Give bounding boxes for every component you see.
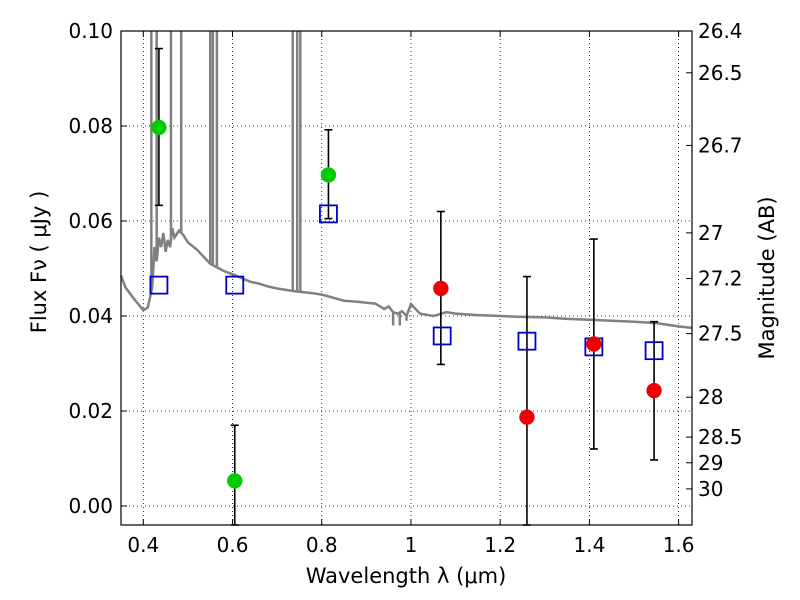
y-tick-label-5: 0.10	[68, 19, 113, 43]
y-tick-label-2: 0.04	[68, 304, 113, 328]
mag-tick-label-7: 28.5	[698, 425, 743, 449]
observed-detections-point-0	[151, 119, 167, 136]
model-photometry-point-4	[517, 331, 537, 351]
y-axis-title: Flux Fν ( μJy )	[27, 191, 51, 334]
mag-tick-label-3: 27	[698, 221, 723, 245]
mag-tick-label-6: 28	[698, 385, 723, 409]
model-photometry-point-0	[149, 275, 169, 295]
axis-ticks: 0.4 0.6 0.8 1 1.2 1.4 1.6 0.00 0.02 0.04 0.06 0.08 0…	[68, 19, 742, 557]
y-tick-label-4: 0.08	[68, 114, 113, 138]
x-tick-label-2: 0.8	[306, 533, 338, 557]
observed-nondetections-point-3	[646, 382, 662, 399]
mag-tick-label-1: 26.5	[698, 61, 743, 85]
y-tick-label-1: 0.02	[68, 399, 113, 423]
mag-tick-label-9: 30	[698, 477, 723, 501]
mag-tick-label-0: 26.4	[698, 19, 743, 43]
model-photometry-point-1	[225, 275, 245, 295]
x-axis-title: Wavelength λ (μm)	[306, 564, 507, 588]
x-tick-label-6: 1.6	[663, 533, 695, 557]
markers-layer	[149, 119, 664, 489]
x-tick-label-1: 0.6	[217, 533, 249, 557]
mag-tick-label-2: 26.7	[698, 133, 743, 157]
model-photometry-point-6	[644, 341, 664, 361]
x-tick-label-5: 1.4	[573, 533, 605, 557]
y-tick-label-0: 0.00	[68, 494, 113, 518]
mag-tick-label-4: 27.2	[698, 266, 743, 290]
x-tick-label-4: 1.2	[484, 533, 516, 557]
mag-tick-label-8: 29	[698, 451, 723, 475]
observed-detections-point-2	[320, 167, 337, 183]
x-tick-label-3: 1	[405, 533, 418, 557]
mag-tick-label-5: 27.5	[698, 322, 743, 346]
spectrum-line	[119, 227, 693, 330]
model-photometry-point-3	[432, 326, 452, 346]
model-spectrum-layer	[119, 31, 693, 330]
y-axis-right-title: Magnitude (AB)	[755, 196, 779, 359]
observed-detections-point-1	[227, 473, 243, 489]
observed-nondetections-point-2	[586, 336, 602, 352]
x-tick-label-0: 0.4	[127, 533, 159, 557]
y-tick-label-3: 0.06	[68, 209, 113, 233]
observed-nondetections-point-0	[433, 280, 449, 297]
observed-nondetections-point-1	[519, 409, 535, 425]
model-photometry-point-2	[319, 204, 338, 224]
